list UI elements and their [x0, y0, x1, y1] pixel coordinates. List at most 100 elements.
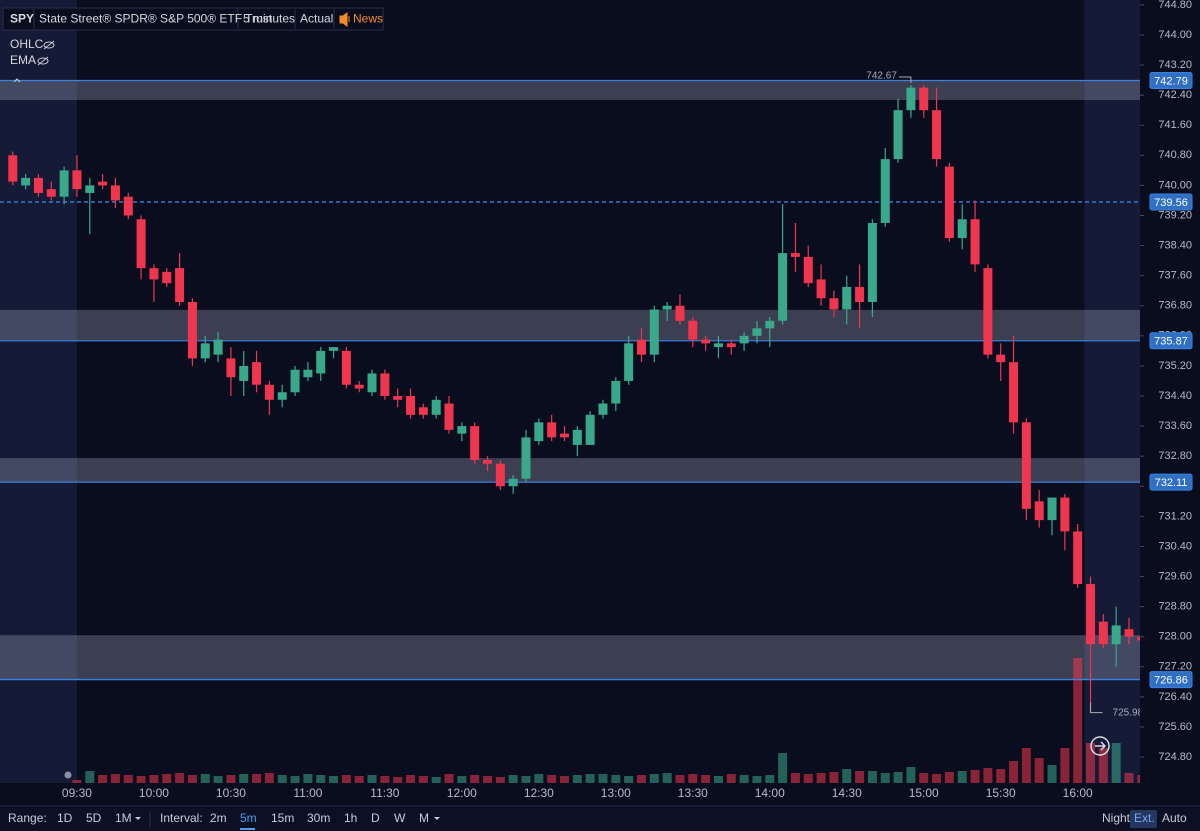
- session-option[interactable]: Auto: [1162, 811, 1187, 825]
- y-tick-label: 740.00: [1158, 179, 1192, 191]
- candle-body: [329, 347, 339, 351]
- y-tick-label: 744.00: [1158, 29, 1192, 41]
- scroll-button[interactable]: [1090, 736, 1110, 756]
- volume-bar: [175, 773, 185, 783]
- candle-body: [252, 362, 262, 385]
- candle-body: [636, 339, 646, 355]
- session-dot: [64, 771, 72, 779]
- range-option[interactable]: 5D: [86, 811, 102, 825]
- interval-option[interactable]: W: [394, 811, 406, 825]
- volume-bar: [418, 776, 428, 783]
- y-tick-label: 728.80: [1158, 601, 1192, 613]
- x-tick-label: 14:00: [755, 786, 785, 800]
- interval-option[interactable]: 30m: [307, 811, 330, 825]
- volume-bar: [855, 771, 865, 783]
- candle-body: [778, 253, 788, 321]
- volume-bar: [1098, 748, 1108, 783]
- y-tick-label: 736.80: [1158, 300, 1192, 312]
- candle-body: [393, 396, 403, 400]
- candle-body: [1021, 422, 1031, 509]
- volume-bar: [508, 775, 518, 783]
- candle-body: [572, 429, 582, 445]
- price-line-label: 726.86: [1154, 674, 1188, 686]
- interval-option[interactable]: 1h: [344, 811, 357, 825]
- interval-option[interactable]: M: [419, 811, 429, 825]
- volume-bar: [290, 776, 300, 783]
- candle-body: [867, 223, 877, 302]
- interval-label: Interval:: [160, 811, 203, 825]
- time-axis-bg: [0, 783, 1200, 805]
- candle-body: [175, 268, 185, 302]
- candle-body: [559, 433, 569, 438]
- legend-item[interactable]: OHLC: [10, 37, 44, 51]
- candle-body: [136, 219, 146, 269]
- candle-body: [880, 159, 890, 224]
- interval-option[interactable]: 5m: [240, 811, 257, 825]
- volume-bar: [149, 775, 159, 783]
- interval-option[interactable]: D: [371, 811, 380, 825]
- candle-body: [406, 396, 416, 415]
- volume-bar: [688, 774, 698, 783]
- interval: 5 minutes: [243, 12, 295, 26]
- volume-bar: [393, 777, 403, 783]
- candle-body: [983, 268, 993, 355]
- volume-bar: [72, 780, 82, 783]
- volume-bar: [457, 776, 467, 783]
- candle-body: [213, 339, 223, 355]
- candle-body: [803, 256, 813, 284]
- interval-option[interactable]: 2m: [210, 811, 227, 825]
- volume-bar: [495, 777, 505, 783]
- x-tick-label: 10:00: [139, 786, 169, 800]
- candle-body: [457, 426, 467, 434]
- y-tick-label: 735.20: [1158, 360, 1192, 372]
- candle-body: [855, 286, 865, 302]
- candle-body: [110, 185, 120, 201]
- y-tick-label: 730.40: [1158, 540, 1192, 552]
- low-marker-line: [1090, 702, 1103, 714]
- candle-body: [996, 354, 1006, 363]
- candle-body: [842, 286, 852, 310]
- ext-highlight: [1130, 810, 1157, 828]
- range-option[interactable]: 1M: [115, 811, 132, 825]
- volume-bar: [341, 775, 351, 783]
- candle-body: [1047, 497, 1057, 521]
- volume-bar: [585, 774, 595, 783]
- y-tick-label: 725.60: [1158, 721, 1192, 733]
- candle-body: [98, 181, 108, 186]
- interval-option[interactable]: 15m: [271, 811, 294, 825]
- price-line-tag: [1149, 193, 1193, 211]
- candle-body: [367, 373, 377, 393]
- volume-bar: [1047, 765, 1057, 783]
- volume-bar: [252, 774, 262, 783]
- legend-item[interactable]: EMA: [10, 53, 36, 67]
- premarket-shade: [0, 0, 77, 783]
- y-tick-label: 734.40: [1158, 390, 1192, 402]
- news[interactable]: News: [353, 12, 383, 26]
- candle-body: [187, 301, 197, 359]
- volume-bar: [611, 775, 621, 783]
- symbol-name: State Street® SPDR® S&P 500® ETF Trust: [39, 12, 273, 26]
- candle-body: [226, 358, 236, 378]
- y-tick-label: 729.60: [1158, 570, 1192, 582]
- candle-body: [8, 155, 18, 182]
- zone: [0, 309, 1140, 340]
- candle-body: [765, 320, 775, 329]
- session-option[interactable]: Ext.: [1134, 811, 1155, 825]
- candle-body: [585, 414, 595, 445]
- afterhours-shade: [1084, 0, 1140, 783]
- x-tick-label: 10:30: [216, 786, 246, 800]
- volume-bar: [675, 775, 685, 783]
- symbol: SPY: [10, 12, 34, 26]
- candle-body: [970, 219, 980, 265]
- y-tick-label: 741.60: [1158, 119, 1192, 131]
- eye-slash: [37, 56, 49, 66]
- candle-body: [200, 343, 210, 359]
- session-option[interactable]: Night: [1102, 811, 1131, 825]
- volume-bar: [1060, 748, 1070, 783]
- toolbar: Range: 1D 5D 1M Interval: 2m 5m 15m 30m 1h D W M Nigh…: [0, 805, 1200, 831]
- volume-bar: [1009, 761, 1019, 783]
- range-option[interactable]: 1D: [57, 811, 73, 825]
- candle-body: [752, 328, 762, 336]
